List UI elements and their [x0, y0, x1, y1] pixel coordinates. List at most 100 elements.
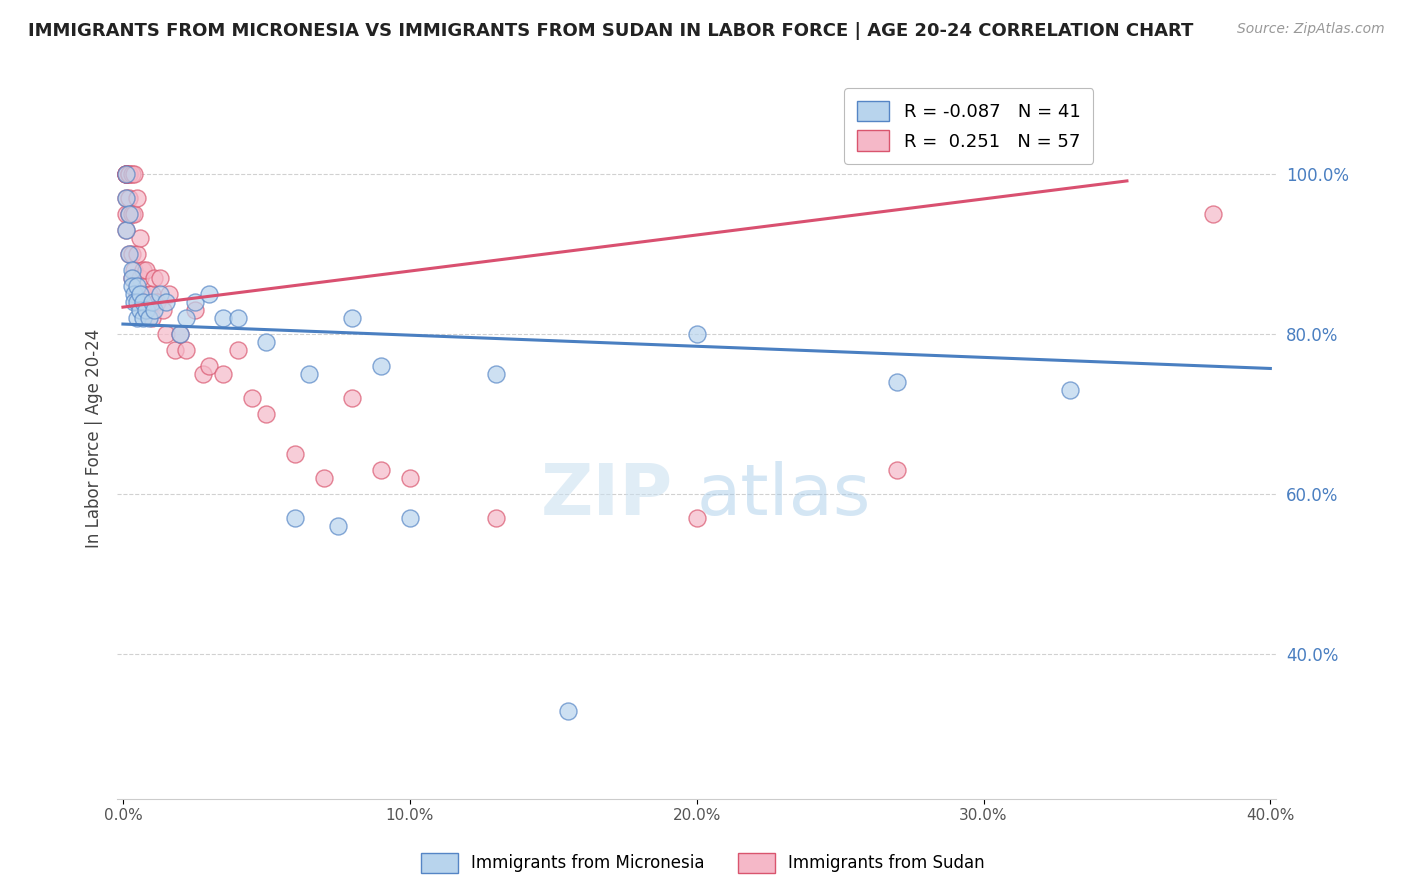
Point [284, 511, 307, 525]
Point [886, 463, 908, 477]
Point [169, 326, 191, 341]
Point [127, 278, 149, 293]
Point [152, 302, 174, 317]
Point [198, 286, 221, 301]
Text: atlas: atlas [696, 461, 872, 531]
Point [129, 231, 152, 245]
Point [132, 294, 155, 309]
Point [141, 286, 163, 301]
Point [398, 511, 420, 525]
Point [193, 367, 215, 381]
Point [114, 223, 136, 237]
Point [127, 310, 149, 325]
Point [124, 167, 146, 181]
Point [121, 167, 143, 181]
Legend: Immigrants from Micronesia, Immigrants from Sudan: Immigrants from Micronesia, Immigrants f… [415, 847, 991, 880]
Point [326, 519, 349, 533]
Point [121, 270, 143, 285]
Point [124, 286, 146, 301]
Point [124, 294, 146, 309]
Point [169, 326, 191, 341]
Point [141, 310, 163, 325]
Point [254, 407, 277, 421]
Point [212, 367, 235, 381]
Point [127, 286, 149, 301]
Point [114, 167, 136, 181]
Point [124, 262, 146, 277]
Point [121, 262, 143, 277]
Point [114, 191, 136, 205]
Point [132, 310, 155, 325]
Point [155, 294, 177, 309]
Point [312, 471, 335, 485]
Point [118, 191, 141, 205]
Point [114, 167, 136, 181]
Text: IMMIGRANTS FROM MICRONESIA VS IMMIGRANTS FROM SUDAN IN LABOR FORCE | AGE 20-24 C: IMMIGRANTS FROM MICRONESIA VS IMMIGRANTS… [28, 22, 1194, 40]
Point [174, 343, 197, 357]
Point [398, 471, 420, 485]
Point [183, 294, 205, 309]
Point [118, 207, 141, 221]
Point [226, 310, 249, 325]
Point [118, 246, 141, 260]
Point [157, 286, 180, 301]
Point [212, 310, 235, 325]
Point [129, 286, 152, 301]
Point [129, 302, 152, 317]
Point [114, 223, 136, 237]
Point [155, 326, 177, 341]
Point [485, 511, 508, 525]
Point [127, 294, 149, 309]
Legend: R = -0.087   N = 41, R =  0.251   N = 57: R = -0.087 N = 41, R = 0.251 N = 57 [844, 88, 1094, 164]
Point [118, 207, 141, 221]
Point [121, 207, 143, 221]
Point [298, 367, 321, 381]
Point [118, 167, 141, 181]
Point [163, 343, 186, 357]
Point [124, 207, 146, 221]
Point [886, 375, 908, 389]
Text: ZIP: ZIP [541, 461, 673, 531]
Point [114, 167, 136, 181]
Point [121, 246, 143, 260]
Point [240, 391, 263, 405]
Point [1059, 383, 1081, 397]
Point [198, 359, 221, 373]
Point [685, 326, 707, 341]
Point [114, 167, 136, 181]
Point [557, 704, 579, 718]
Point [138, 286, 160, 301]
Point [149, 270, 172, 285]
Point [132, 262, 155, 277]
Y-axis label: In Labor Force | Age 20-24: In Labor Force | Age 20-24 [86, 328, 103, 548]
Point [138, 310, 160, 325]
Point [118, 167, 141, 181]
Point [127, 191, 149, 205]
Point [1202, 207, 1225, 221]
Point [135, 302, 157, 317]
Point [118, 246, 141, 260]
Point [485, 367, 508, 381]
Point [132, 286, 155, 301]
Point [114, 191, 136, 205]
Point [149, 286, 172, 301]
Point [141, 294, 163, 309]
Point [121, 278, 143, 293]
Point [114, 167, 136, 181]
Point [135, 262, 157, 277]
Text: Source: ZipAtlas.com: Source: ZipAtlas.com [1237, 22, 1385, 37]
Point [183, 302, 205, 317]
Point [342, 310, 364, 325]
Point [342, 391, 364, 405]
Point [370, 463, 392, 477]
Point [143, 270, 166, 285]
Point [146, 294, 169, 309]
Point [121, 270, 143, 285]
Point [174, 310, 197, 325]
Point [143, 302, 166, 317]
Point [226, 343, 249, 357]
Point [254, 334, 277, 349]
Point [284, 447, 307, 461]
Point [127, 246, 149, 260]
Point [129, 270, 152, 285]
